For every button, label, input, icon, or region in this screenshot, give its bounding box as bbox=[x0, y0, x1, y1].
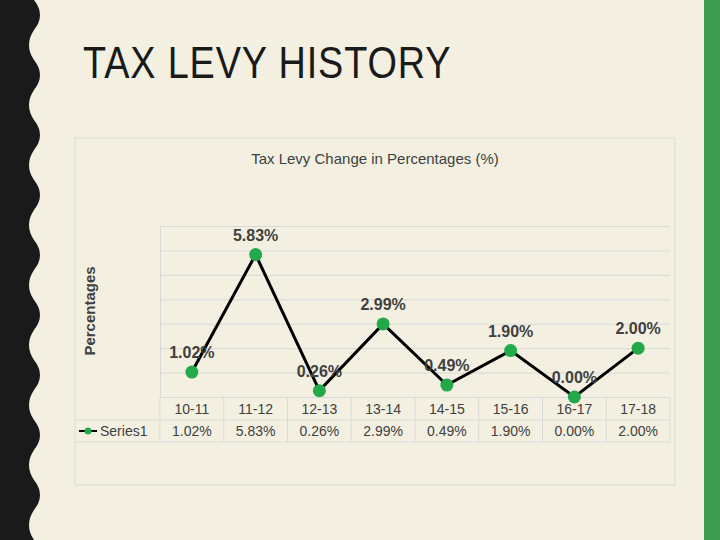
x-tick: 14-15 bbox=[429, 401, 465, 417]
y-tick bbox=[160, 324, 670, 325]
table-value: 1.02% bbox=[172, 423, 212, 439]
marker bbox=[632, 342, 645, 355]
x-tick: 17-18 bbox=[620, 401, 656, 417]
y-axis-title: Percentages bbox=[81, 266, 98, 355]
data-label: 0.49% bbox=[424, 357, 469, 374]
grid-line bbox=[160, 324, 670, 325]
data-table: Series1 1.02% 5.83% 0.26% 2.99% 0.49% 1.90% 0.0… bbox=[75, 397, 670, 442]
table-value: 0.00% bbox=[555, 423, 595, 439]
table-value: 0.49% bbox=[427, 423, 467, 439]
slide-title: TAX LEVY HISTORY bbox=[83, 38, 451, 87]
y-tick bbox=[160, 250, 670, 251]
marker bbox=[185, 366, 198, 379]
grid-line bbox=[160, 348, 670, 349]
slide: TAX LEVY HISTORY Tax Levy Change in Perce… bbox=[0, 0, 720, 540]
data-label: 5.83% bbox=[233, 227, 278, 244]
x-tick-label: 14-15 bbox=[429, 401, 465, 417]
data-label: 1.02% bbox=[169, 344, 214, 361]
marker bbox=[504, 344, 517, 357]
x-tick-label: 13-14 bbox=[365, 401, 401, 417]
x-tick: 12-13 bbox=[301, 401, 337, 417]
x-tick-label: 17-18 bbox=[620, 401, 656, 417]
marker bbox=[313, 384, 326, 397]
x-tick: 11-12 bbox=[238, 401, 273, 417]
table-value: 2.99% bbox=[363, 423, 403, 439]
chart-title: Tax Levy Change in Percentages (%) bbox=[251, 150, 499, 167]
table-line bbox=[75, 442, 670, 443]
x-tick-label: 11-12 bbox=[238, 401, 273, 417]
y-axis-line bbox=[161, 227, 671, 398]
legend-key-marker bbox=[85, 428, 92, 435]
x-axis: 10-1111-1212-1313-1414-1515-1616-1717-18 bbox=[161, 398, 671, 417]
data-label: 2.99% bbox=[360, 296, 405, 313]
side-band bbox=[0, 0, 40, 540]
y-tick bbox=[160, 348, 670, 349]
y-axis bbox=[160, 227, 670, 398]
data-label: 0.26% bbox=[297, 363, 342, 380]
x-tick: 15-16 bbox=[493, 401, 529, 417]
data-labels: 1.02% 5.83% 0.26% 2.99% 0.49% 1.90% 0.00% 2.00% bbox=[169, 227, 661, 386]
x-tick-label: 10-11 bbox=[174, 401, 209, 417]
legend-entry: Series1 bbox=[100, 423, 148, 439]
x-tick-label: 15-16 bbox=[493, 401, 529, 417]
marker bbox=[249, 248, 262, 261]
data-label: 2.00% bbox=[615, 320, 660, 337]
data-label: 1.90% bbox=[488, 323, 533, 340]
grid-line bbox=[160, 397, 670, 398]
marker bbox=[377, 317, 390, 330]
marker bbox=[440, 379, 453, 392]
x-axis-line bbox=[161, 397, 671, 398]
x-tick: 13-14 bbox=[365, 401, 401, 417]
plot-area bbox=[185, 248, 644, 403]
y-tick bbox=[160, 397, 670, 398]
side-strip bbox=[704, 0, 720, 540]
x-tick: 10-11 bbox=[174, 401, 209, 417]
series-line bbox=[192, 255, 638, 397]
y-tick bbox=[160, 299, 670, 300]
y-tick bbox=[160, 275, 670, 276]
background bbox=[0, 0, 720, 540]
table-line bbox=[75, 420, 670, 421]
grid-line bbox=[160, 275, 670, 276]
x-tick-label: 12-13 bbox=[301, 401, 337, 417]
grid-line bbox=[160, 299, 670, 300]
grid-line bbox=[160, 250, 670, 251]
table-value: 0.26% bbox=[300, 423, 340, 439]
marker bbox=[568, 391, 581, 404]
table-value: 2.00% bbox=[618, 423, 658, 439]
table-value: 5.83% bbox=[236, 423, 276, 439]
table-value: 1.90% bbox=[491, 423, 531, 439]
chart-frame bbox=[75, 138, 675, 485]
data-label: 0.00% bbox=[552, 369, 597, 386]
